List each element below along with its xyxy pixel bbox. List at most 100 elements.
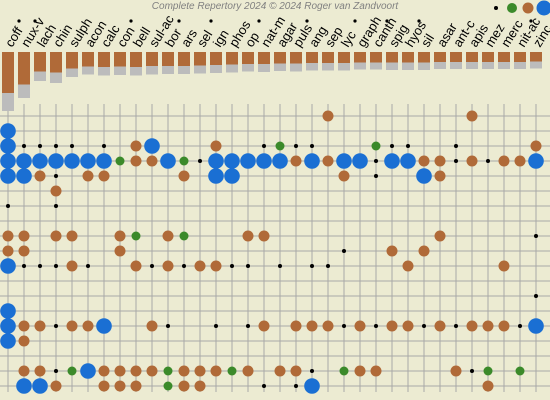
grade-marker	[98, 365, 110, 377]
grade-marker	[18, 245, 30, 257]
intensity-bar	[194, 65, 206, 74]
grade-marker	[466, 320, 478, 332]
legend-grade-1	[494, 6, 498, 10]
grade-marker	[534, 294, 538, 298]
intensity-bar	[466, 62, 478, 69]
grade-marker	[352, 153, 368, 169]
score-bar	[386, 52, 398, 63]
grade-marker	[434, 230, 446, 242]
score-bar	[2, 52, 14, 93]
intensity-bar	[242, 64, 254, 72]
grade-marker	[262, 144, 266, 148]
score-bar	[98, 52, 110, 67]
grade-marker	[32, 153, 48, 169]
grade-marker	[0, 303, 16, 319]
grade-marker	[498, 155, 510, 167]
grade-marker	[336, 153, 352, 169]
intensity-bar	[418, 62, 430, 70]
score-bar	[18, 52, 30, 85]
grade-marker	[18, 335, 30, 347]
score-bar	[306, 52, 318, 63]
grade-marker	[384, 153, 400, 169]
grade-marker	[290, 365, 302, 377]
intensity-bar	[146, 66, 158, 75]
score-bar	[130, 52, 142, 67]
intensity-bar	[130, 67, 142, 76]
grade-marker	[144, 138, 160, 154]
grade-marker	[338, 170, 350, 182]
grade-marker	[402, 320, 414, 332]
grade-marker	[102, 144, 106, 148]
grade-marker	[96, 153, 112, 169]
grade-marker	[178, 380, 190, 392]
grade-marker	[322, 155, 334, 167]
grade-marker	[34, 320, 46, 332]
grade-marker	[115, 156, 125, 166]
grade-marker	[230, 264, 234, 268]
copyright-text: Complete Repertory 2024 © 2024 Roger van…	[151, 1, 399, 12]
grade-marker	[210, 260, 222, 272]
grade-marker	[50, 185, 62, 197]
grade-marker	[0, 123, 16, 139]
grade-marker	[194, 365, 206, 377]
grade-marker	[416, 168, 432, 184]
legend-grade-4	[536, 0, 550, 16]
grade-marker	[294, 384, 298, 388]
grade-marker	[32, 378, 48, 394]
grade-marker	[16, 378, 32, 394]
grade-marker	[290, 320, 302, 332]
score-bar	[274, 52, 286, 64]
intensity-bar	[370, 62, 382, 70]
marker-dot	[257, 19, 261, 23]
grade-marker	[82, 170, 94, 182]
grade-marker	[131, 231, 141, 241]
intensity-bar	[66, 68, 78, 77]
grade-marker	[227, 366, 237, 376]
intensity-bar	[50, 72, 62, 83]
grade-marker	[326, 264, 330, 268]
score-bar	[450, 52, 462, 62]
grade-marker	[310, 369, 314, 373]
grade-marker	[160, 153, 176, 169]
intensity-bar	[482, 62, 494, 69]
grade-marker	[0, 258, 16, 274]
intensity-bar	[82, 66, 94, 75]
grade-marker	[0, 138, 16, 154]
grade-marker	[434, 155, 446, 167]
grade-marker	[339, 366, 349, 376]
grade-marker	[34, 365, 46, 377]
intensity-bar	[450, 62, 462, 69]
intensity-bar	[226, 64, 238, 73]
score-bar	[530, 52, 542, 62]
grade-marker	[66, 230, 78, 242]
intensity-bar	[162, 66, 174, 74]
score-bar	[162, 52, 174, 66]
grade-marker	[2, 245, 14, 257]
grade-marker	[66, 260, 78, 272]
intensity-bar	[2, 93, 14, 111]
marker-dot	[353, 19, 357, 23]
grade-marker	[290, 155, 302, 167]
grade-marker	[454, 144, 458, 148]
grade-marker	[272, 153, 288, 169]
intensity-bar	[274, 63, 286, 71]
score-bar	[354, 52, 366, 63]
score-bar	[322, 52, 334, 63]
grade-marker	[114, 365, 126, 377]
grade-marker	[454, 159, 458, 163]
intensity-bar	[178, 66, 190, 74]
intensity-bar	[338, 63, 350, 71]
grade-marker	[98, 170, 110, 182]
grade-marker	[16, 153, 32, 169]
grade-marker	[50, 380, 62, 392]
grade-marker	[0, 333, 16, 349]
grade-marker	[70, 144, 74, 148]
grade-marker	[374, 159, 378, 163]
grade-marker	[130, 365, 142, 377]
grade-marker	[256, 153, 272, 169]
grade-marker	[82, 320, 94, 332]
grade-marker	[354, 320, 366, 332]
grade-marker	[374, 324, 378, 328]
intensity-bar	[386, 62, 398, 70]
marker-dot	[177, 19, 181, 23]
